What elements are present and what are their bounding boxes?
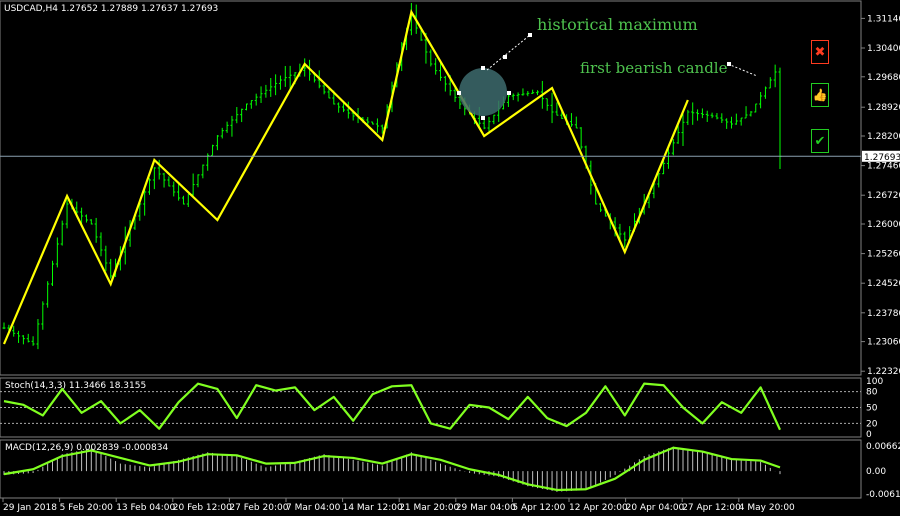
price-tick-label: 1.27460 — [867, 162, 900, 172]
bearish-arrow-handle[interactable] — [727, 62, 731, 66]
stoch-level-label: 0 — [866, 430, 872, 440]
annotation-first-bearish-candle[interactable]: first bearish candle — [580, 59, 728, 77]
macd-tick-label: 0.00 — [866, 467, 886, 477]
bearish-arrow-line[interactable] — [727, 63, 758, 77]
annotation-historical-maximum[interactable]: historical maximum — [537, 15, 698, 34]
close-position-button[interactable]: ✖ — [811, 40, 829, 64]
time-tick-label: 12 Apr 20:00 — [569, 503, 628, 513]
price-tick-label: 1.26720 — [867, 191, 900, 201]
stoch-title: Stoch(14,3,3) 11.3466 18.3155 — [5, 381, 146, 391]
price-tick-label: 1.25260 — [867, 250, 900, 260]
stoch-level-label: 80 — [866, 388, 878, 398]
price-tick-label: 1.30400 — [867, 44, 900, 54]
main-pane-frame — [0, 0, 862, 376]
stoch-main-line — [3, 382, 782, 431]
macd-signal-path — [3, 446, 781, 492]
price-tick-label: 1.28200 — [867, 132, 900, 142]
stoch-level-label: 20 — [866, 419, 878, 429]
current-price-tag: 1.27693 — [862, 150, 900, 163]
maximum-highlight-circle[interactable] — [459, 68, 507, 116]
time-tick-label: 20 Apr 04:00 — [626, 503, 685, 513]
arrow-handle-mid[interactable] — [503, 55, 507, 59]
circle-handle-left[interactable] — [457, 91, 461, 95]
current-price-label: 1.27693 — [864, 153, 900, 163]
macd-signal-line — [3, 446, 781, 492]
price-axis: 1.31140 1.30400 1.29680 1.28920 1.28200 1.274… — [861, 14, 900, 377]
price-tick-label: 1.24520 — [867, 279, 900, 289]
time-tick-label: 5 Apr 12:00 — [512, 503, 565, 513]
arrow-handle-end[interactable] — [528, 33, 532, 37]
time-tick-label: 21 Mar 20:00 — [399, 503, 459, 513]
zigzag-path — [2, 9, 689, 345]
thumbs-up-icon: 👍 — [812, 88, 828, 102]
chart-title: USDCAD,H4 1.27652 1.27889 1.27637 1.2769… — [4, 4, 218, 14]
time-tick-label: 27 Feb 20:00 — [229, 503, 288, 513]
macd-axis: 0.006629 0.00 -0.00611 — [866, 442, 900, 500]
macd-tick-label: 0.006629 — [866, 442, 900, 452]
zigzag-line — [2, 9, 689, 345]
time-tick-label: 13 Feb 04:00 — [116, 503, 175, 513]
circle-handle-right[interactable] — [507, 91, 511, 95]
price-tick-label: 1.22320 — [867, 367, 900, 377]
maximum-arrow-line[interactable] — [486, 34, 531, 71]
price-tick-label: 1.23060 — [867, 338, 900, 348]
macd-tick-label: -0.00611 — [866, 490, 900, 500]
price-tick-label: 1.23780 — [867, 309, 900, 319]
time-tick-label: 14 Mar 12:00 — [343, 503, 403, 513]
macd-title: MACD(12,26,9) 0.002839 -0.000834 — [5, 443, 168, 453]
time-tick-label: 20 Feb 12:00 — [173, 503, 232, 513]
price-tick-label: 1.26000 — [867, 220, 900, 230]
price-tick-label: 1.28920 — [867, 103, 900, 113]
time-tick-label: 7 Mar 04:00 — [286, 503, 341, 513]
x-icon: ✖ — [814, 44, 826, 60]
stoch-level-label: 100 — [866, 377, 883, 387]
time-tick-label: 4 May 20:00 — [739, 503, 795, 513]
time-tick-label: 27 Apr 12:00 — [682, 503, 741, 513]
time-tick-label: 29 Mar 04:00 — [456, 503, 516, 513]
stoch-level-label: 50 — [866, 404, 878, 414]
time-tick-label: 29 Jan 2018 — [3, 503, 57, 513]
time-tick-label: 5 Feb 20:00 — [60, 503, 114, 513]
price-tick-label: 1.31140 — [867, 14, 900, 24]
price-bars — [2, 3, 782, 350]
thumbs-up-button[interactable]: 👍 — [811, 83, 829, 107]
circle-handle-top[interactable] — [481, 66, 485, 70]
stoch-line — [3, 382, 782, 431]
macd-pane-frame — [0, 439, 862, 499]
macd-histogram — [3, 446, 781, 492]
confirm-button[interactable]: ✔ — [811, 129, 829, 153]
checkmark-icon: ✔ — [814, 133, 826, 149]
price-tick-label: 1.29680 — [867, 73, 900, 83]
circle-handle-bottom[interactable] — [481, 116, 485, 120]
